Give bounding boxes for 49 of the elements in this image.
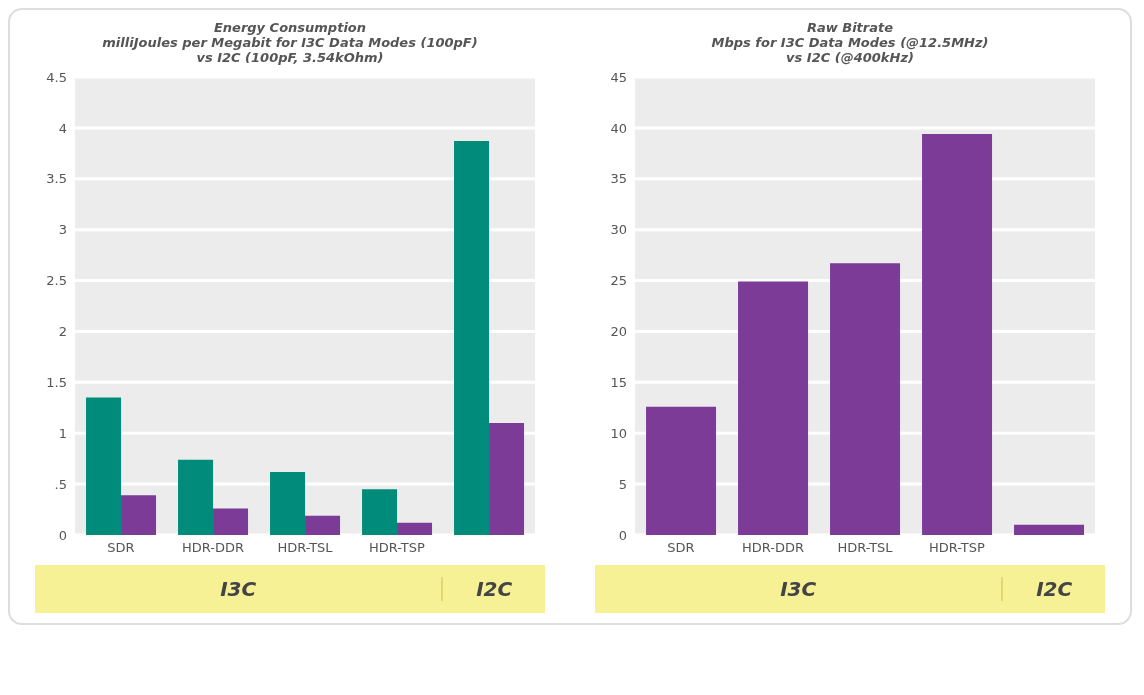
- y-tick-label: .5: [54, 476, 67, 492]
- bar: [362, 489, 398, 535]
- bar: [830, 263, 901, 535]
- y-tick-label: 0: [618, 527, 627, 543]
- y-tick-label: 0: [58, 527, 67, 543]
- y-tick-label: 25: [610, 273, 627, 289]
- y-tick-label: 20: [610, 324, 627, 340]
- y-tick-label: 45: [610, 69, 627, 85]
- y-tick-label: 1.5: [46, 374, 67, 390]
- x-tick-label: SDR: [107, 540, 135, 556]
- label-strip: I3C I2C: [35, 565, 545, 613]
- y-tick-label: 5: [618, 476, 627, 492]
- bar: [1014, 524, 1085, 535]
- y-tick-label: 2.5: [46, 273, 67, 289]
- x-tick-label: HDR-DDR: [181, 540, 245, 556]
- x-tick-label: HDR-TSP: [929, 540, 986, 556]
- bar: [305, 515, 341, 535]
- y-tick-label: 10: [610, 425, 627, 441]
- bar: [738, 281, 809, 535]
- y-tick-label: 4: [58, 120, 67, 136]
- y-tick-label: 35: [610, 171, 627, 187]
- chart-subtitle: milliJoules per Megabit for I3C Data Modes (100pF) vs I2C (100pF, 3.54kOhm): [101, 35, 479, 65]
- x-tick-label: SDR: [667, 540, 695, 556]
- bar: [270, 471, 306, 535]
- chart-title: Energy Consumption: [212, 20, 368, 35]
- bar: [489, 423, 525, 535]
- y-tick-label: 3.5: [46, 171, 67, 187]
- y-tick-label: 15: [610, 374, 627, 390]
- bar: [178, 459, 214, 535]
- x-tick-label: HDR-DDR: [741, 540, 805, 556]
- x-tick-label: HDR-TSL: [837, 540, 894, 556]
- bar: [213, 508, 249, 535]
- bar: [454, 141, 490, 535]
- y-tick-label: 30: [610, 222, 627, 238]
- chart-subtitle: Mbps for I3C Data Modes (@12.5MHz) vs I2C (@400kHz): [710, 35, 990, 65]
- bar: [646, 406, 717, 535]
- chart-title: Raw Bitrate: [805, 20, 895, 35]
- y-tick-label: 40: [610, 120, 627, 136]
- bar: [397, 522, 433, 535]
- y-tick-label: 2: [58, 324, 67, 340]
- bar: [86, 397, 122, 535]
- bar: [121, 495, 157, 535]
- x-tick-label: HDR-TSL: [277, 540, 334, 556]
- bar: [922, 134, 993, 535]
- y-tick-label: 3: [58, 222, 67, 238]
- x-tick-label: HDR-TSP: [369, 540, 426, 556]
- y-tick-label: 4.5: [46, 69, 67, 85]
- label-strip: I3C I2C: [595, 565, 1105, 613]
- y-tick-label: 1: [58, 425, 67, 441]
